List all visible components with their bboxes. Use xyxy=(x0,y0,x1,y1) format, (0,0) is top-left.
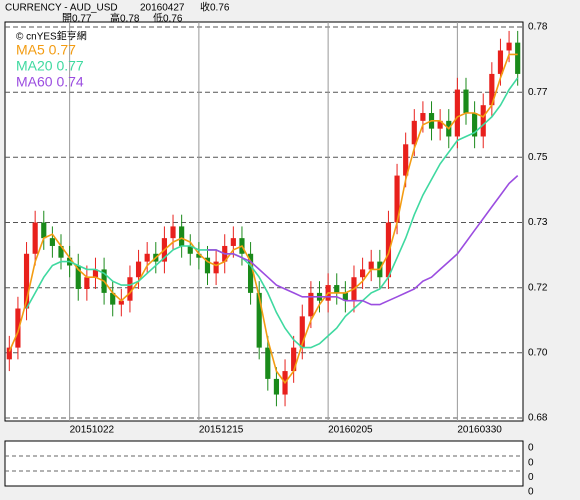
candle-body xyxy=(58,245,64,258)
candle-body xyxy=(75,265,81,289)
candle-body xyxy=(291,347,297,372)
candle-body xyxy=(506,42,512,51)
sub-tick-label: 0 xyxy=(528,457,534,468)
y-tick-label: 0.73 xyxy=(528,217,548,228)
candle-body xyxy=(299,316,305,348)
candle-body xyxy=(515,42,521,74)
y-tick-label: 0.75 xyxy=(528,152,548,163)
candle-body xyxy=(437,120,443,129)
symbol: CURRENCY - AUD_USD xyxy=(5,3,118,14)
y-tick-label: 0.72 xyxy=(528,282,548,293)
candle-body xyxy=(480,105,486,137)
y-tick-label: 0.68 xyxy=(528,413,548,424)
sub-tick-label: 0 xyxy=(528,472,534,483)
candle-body xyxy=(394,175,400,223)
candle-body xyxy=(196,253,202,258)
candle-body xyxy=(213,261,219,274)
candle-body xyxy=(489,73,495,106)
candle-body xyxy=(403,144,409,176)
candle-body xyxy=(497,50,504,74)
candle-body xyxy=(6,347,12,360)
candle-body xyxy=(49,238,55,246)
close-text: 收0.76 xyxy=(200,1,230,14)
low-text: 低0.76 xyxy=(153,12,183,25)
plot-frame xyxy=(4,21,524,422)
candle-body xyxy=(385,222,392,278)
sub-frame xyxy=(4,440,524,487)
y-tick-label: 0.78 xyxy=(528,22,548,33)
candle-body xyxy=(360,269,366,278)
ma-line xyxy=(207,175,519,306)
candle-body xyxy=(127,277,133,301)
candle-body xyxy=(454,89,460,137)
source: © cnYES鉅亨網 xyxy=(16,30,87,43)
sub-tick-label: 0 xyxy=(528,443,534,454)
candle-body xyxy=(273,378,280,395)
marks xyxy=(6,30,521,407)
legend-entry: MA60 0.74 xyxy=(16,74,84,90)
high-text: 高0.78 xyxy=(110,12,140,25)
x-tick-label: 20151022 xyxy=(70,425,115,436)
candle-body xyxy=(187,245,193,254)
candle-body xyxy=(265,347,271,379)
candle-body xyxy=(179,226,185,246)
x-tick-label: 20160205 xyxy=(328,425,373,436)
y-tick-label: 0.77 xyxy=(528,87,548,98)
ma-line xyxy=(8,53,518,385)
candle-body xyxy=(368,261,374,270)
grid xyxy=(5,22,523,421)
candle-body xyxy=(472,113,478,137)
legend-entry: MA5 0.77 xyxy=(16,42,76,58)
candle-body xyxy=(420,113,426,121)
candle-body xyxy=(411,120,417,145)
candle-body xyxy=(463,89,469,114)
ma-line xyxy=(25,77,519,349)
candle-body xyxy=(204,257,211,274)
candle-body xyxy=(308,292,314,317)
candle-body xyxy=(41,222,47,239)
x-tick-label: 20160330 xyxy=(457,425,502,436)
candle-body xyxy=(84,277,90,289)
date: 20160427 xyxy=(140,3,185,14)
sub-tick-label: 0 xyxy=(528,487,534,498)
candle-body xyxy=(170,226,176,239)
candle-body xyxy=(144,253,150,262)
candle-body xyxy=(230,238,236,246)
candle-body xyxy=(15,308,21,348)
candle-body xyxy=(23,253,30,309)
candle-body xyxy=(256,292,262,348)
y-tick-label: 0.70 xyxy=(528,347,548,358)
candle-body xyxy=(135,261,142,278)
candle-body xyxy=(334,285,340,293)
candle-body xyxy=(32,222,38,254)
candle-body xyxy=(92,269,99,278)
candle-body xyxy=(342,292,348,301)
candle-body xyxy=(118,300,124,305)
legend-entry: MA20 0.77 xyxy=(16,58,84,74)
candle-body xyxy=(247,253,254,293)
x-tick-label: 20151215 xyxy=(199,425,244,436)
open-text: 開0.77 xyxy=(62,13,92,25)
candle-body xyxy=(110,292,116,305)
